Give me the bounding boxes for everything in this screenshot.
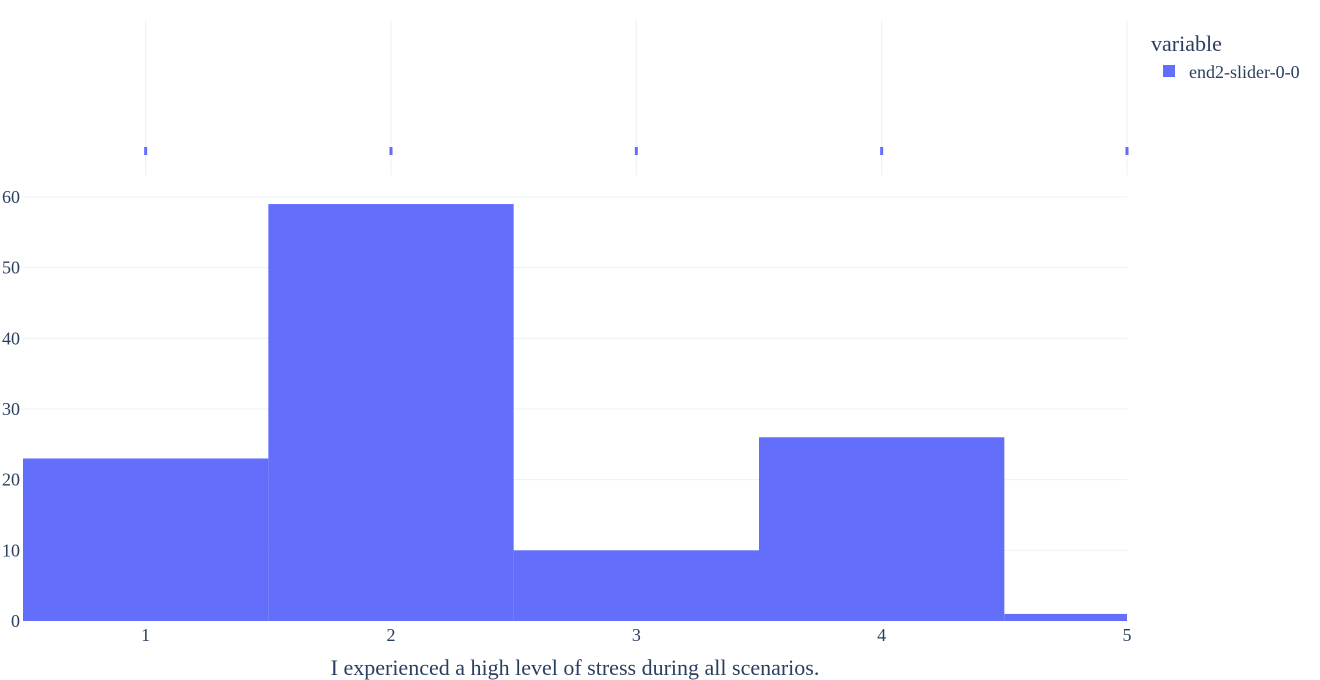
- bar-5[interactable]: [1004, 613, 1127, 621]
- bar-1[interactable]: [23, 458, 269, 621]
- y-tick-label: 30: [2, 399, 20, 419]
- legend-label: end2-slider-0-0: [1189, 62, 1300, 82]
- y-tick-labels: 0 10 20 30 40 50 60: [2, 187, 20, 631]
- y-tick-label: 0: [11, 611, 20, 631]
- rug-mark: [389, 147, 393, 155]
- legend-item[interactable]: end2-slider-0-0: [1163, 62, 1300, 82]
- rug-mark: [634, 147, 638, 155]
- x-axis-title: I experienced a high level of stress dur…: [331, 655, 820, 680]
- bar-2[interactable]: [268, 204, 514, 622]
- x-tick-label: 1: [141, 625, 150, 645]
- y-tick-label: 50: [2, 258, 20, 278]
- x-tick-labels: 1 2 3 4 5: [141, 625, 1131, 645]
- y-tick-label: 20: [2, 470, 20, 490]
- legend[interactable]: variable end2-slider-0-0: [1151, 31, 1300, 82]
- y-tick-label: 60: [2, 187, 20, 207]
- y-tick-label: 40: [2, 328, 20, 348]
- bar-3[interactable]: [513, 550, 759, 621]
- y-tick-label: 10: [2, 540, 20, 560]
- rug-mark: [1125, 147, 1129, 155]
- rug-mark: [144, 147, 148, 155]
- legend-swatch: [1163, 65, 1175, 77]
- x-tick-label: 2: [387, 625, 396, 645]
- rug-marks: [144, 147, 1129, 155]
- x-tick-label: 4: [877, 625, 886, 645]
- legend-title: variable: [1151, 31, 1222, 56]
- bar-4[interactable]: [759, 437, 1005, 621]
- x-tick-label: 5: [1123, 625, 1132, 645]
- x-tick-label: 3: [632, 625, 641, 645]
- rug-mark: [880, 147, 884, 155]
- bars: [23, 204, 1127, 622]
